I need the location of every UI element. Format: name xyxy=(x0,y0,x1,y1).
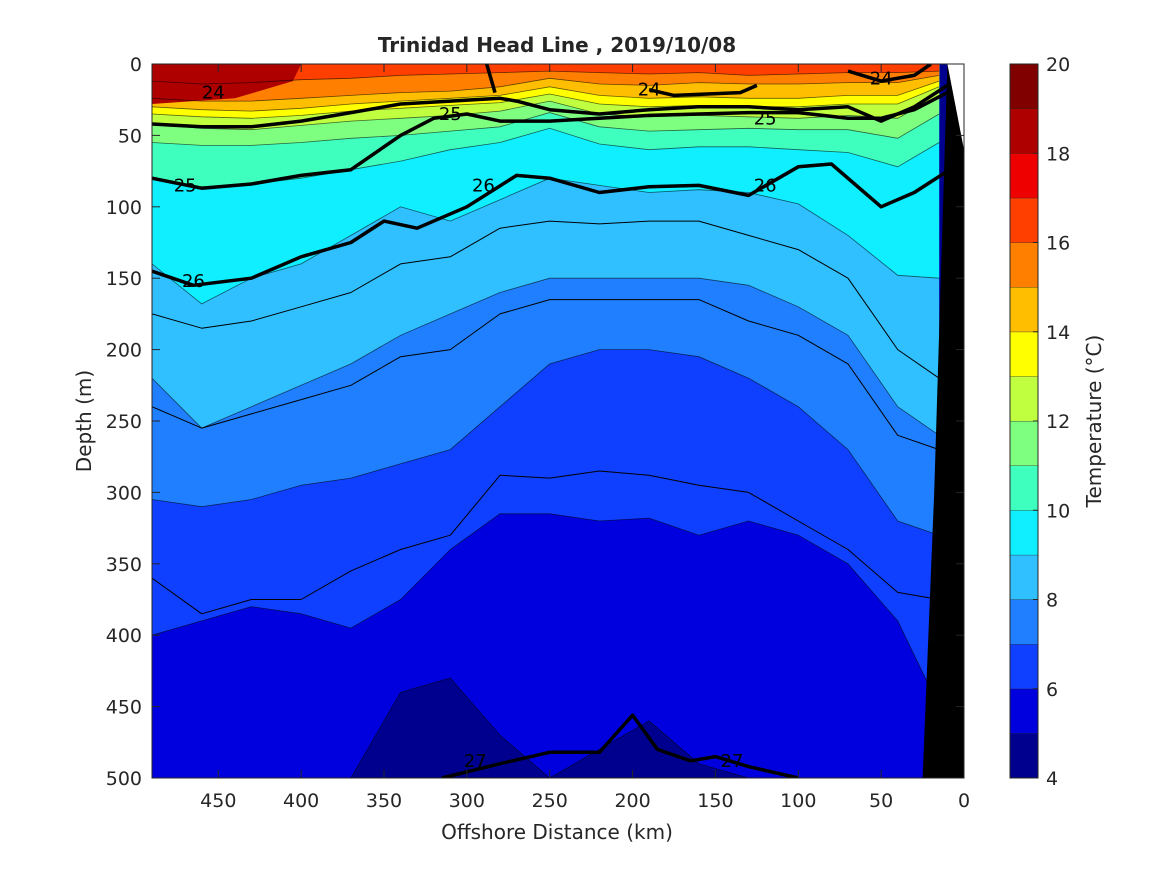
x-tick-label: 0 xyxy=(958,790,970,812)
y-tick-label: 0 xyxy=(130,54,142,76)
colorbar-tick-label: 6 xyxy=(1046,679,1058,701)
y-tick-label: 400 xyxy=(106,625,142,647)
contour-25 xyxy=(152,91,949,190)
colorbar-swatch xyxy=(1010,376,1038,421)
colorbar-swatch xyxy=(1010,733,1038,778)
colorbar-swatch xyxy=(1010,510,1038,555)
seafloor-mask xyxy=(922,64,964,778)
colorbar-label: Temperature (°C) xyxy=(1082,335,1106,509)
chart-title: Trinidad Head Line , 2019/10/08 xyxy=(378,33,736,57)
contour-label: 25 xyxy=(754,108,777,129)
isotherm-line-7 xyxy=(152,349,940,536)
y-tick-label: 450 xyxy=(106,697,142,719)
x-tick-label: 350 xyxy=(366,790,402,812)
x-axis-label: Offshore Distance (km) xyxy=(441,820,673,844)
y-axis-label: Depth (m) xyxy=(72,370,96,472)
y-tick-label: 500 xyxy=(106,768,142,790)
colorbar-swatch xyxy=(1010,644,1038,689)
contour-label: 25 xyxy=(439,104,462,125)
colorbar-swatch xyxy=(1010,64,1038,109)
contour-24 xyxy=(847,64,932,83)
x-tick-label: 200 xyxy=(614,790,650,812)
colorbar-swatch xyxy=(1010,688,1038,734)
y-tick-label: 350 xyxy=(106,554,142,576)
colorbar-tick-label: 14 xyxy=(1046,322,1070,344)
x-tick-label: 100 xyxy=(780,790,816,812)
contour-thin xyxy=(152,220,940,379)
colorbar: 4 6 8 10 12 14 16 18 20 xyxy=(1009,54,1070,790)
y-tick-label: 250 xyxy=(106,411,142,433)
y-axis: 0 50 100 150 200 250 300 350 400 450 500 xyxy=(106,54,964,790)
x-tick-label: 50 xyxy=(869,790,893,812)
contour-label: 24 xyxy=(202,83,225,104)
nearshore-gap xyxy=(934,64,964,150)
colorbar-tick-label: 4 xyxy=(1046,768,1058,790)
contour-thin xyxy=(152,299,940,451)
contour-label: 25 xyxy=(174,175,197,196)
colorbar-swatch xyxy=(1010,421,1038,466)
colorbar-swatch xyxy=(1010,465,1038,511)
colorbar-tick-label: 16 xyxy=(1046,233,1070,255)
warm-core-band xyxy=(152,64,302,104)
colorbar-tick-label: 20 xyxy=(1046,54,1070,76)
isotherm-line-6 xyxy=(152,513,940,707)
contour-thin xyxy=(152,470,940,615)
colorbar-tick-label: 12 xyxy=(1046,411,1070,433)
isotherm-line-8 xyxy=(152,277,940,436)
colorbar-tick-label: 18 xyxy=(1046,143,1070,165)
colorbar-swatch xyxy=(1010,554,1038,600)
colorbar-swatch xyxy=(1010,331,1038,377)
y-tick-label: 300 xyxy=(106,482,142,504)
isotherm-line-11 xyxy=(152,112,940,146)
temperature-bands xyxy=(152,64,964,778)
colorbar-swatch xyxy=(1010,599,1038,645)
contour-24 xyxy=(485,64,497,94)
contour-label: 24 xyxy=(870,68,893,89)
band-above-16 xyxy=(152,64,940,84)
y-tick-label: 100 xyxy=(106,197,142,219)
seafloor-polygon xyxy=(922,64,964,778)
isotherm-line-13 xyxy=(152,86,940,119)
colorbar-tick-label: 8 xyxy=(1046,590,1058,612)
y-tick-label: 50 xyxy=(118,125,142,147)
colorbar-swatch xyxy=(1010,153,1038,198)
y-tick-label: 200 xyxy=(106,340,142,362)
isotherm-line-15 xyxy=(152,75,940,102)
isotherm-line-9 xyxy=(152,177,940,305)
colorbar-swatch xyxy=(1010,287,1038,332)
contour-labels: 24 24 24 25 25 25 26 26 26 27 27 xyxy=(174,68,893,772)
x-tick-label: 400 xyxy=(283,790,319,812)
isotherm-line-10 xyxy=(152,127,940,188)
contour-24 xyxy=(648,83,758,98)
x-tick-label: 150 xyxy=(697,790,733,812)
contour-27 xyxy=(441,713,799,778)
contour-label: 27 xyxy=(721,751,744,772)
colorbar-swatch xyxy=(1010,242,1038,288)
x-axis: 450 400 350 300 250 200 150 100 50 0 xyxy=(200,64,970,812)
colorbar-tick-label: 10 xyxy=(1046,500,1070,522)
plot-area xyxy=(152,64,964,778)
density-contours xyxy=(152,64,949,778)
isotherm-line-12 xyxy=(152,95,940,131)
contour-label: 24 xyxy=(638,80,661,101)
contour-25 xyxy=(152,83,949,129)
contour-label: 26 xyxy=(182,271,205,292)
colorbar-swatch xyxy=(1010,197,1038,243)
contour-label: 26 xyxy=(754,175,777,196)
y-tick-label: 150 xyxy=(106,268,142,290)
x-tick-label: 450 xyxy=(200,790,236,812)
isotherm-line-14 xyxy=(152,80,940,112)
contour-label: 26 xyxy=(472,175,495,196)
contour-label: 27 xyxy=(464,751,487,772)
colorbar-swatch xyxy=(1010,108,1038,154)
x-tick-label: 300 xyxy=(449,790,485,812)
x-tick-label: 250 xyxy=(532,790,568,812)
